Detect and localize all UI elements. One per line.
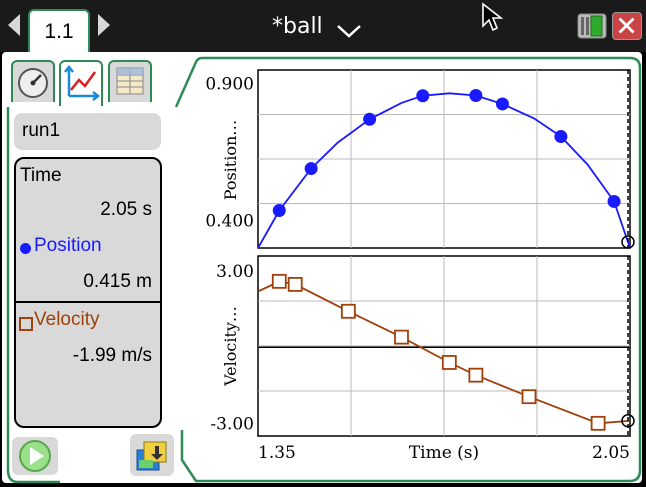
- y-tick-label: -3.00: [210, 414, 254, 434]
- velocity-series-line: [257, 280, 631, 425]
- top-bar: 1.1 *ball: [0, 0, 646, 52]
- velocity-value: -1.99 m/s: [72, 345, 152, 366]
- velocity-data-point[interactable]: [441, 355, 457, 370]
- position-data-point[interactable]: [272, 203, 286, 217]
- position-data-point[interactable]: [304, 162, 318, 176]
- velocity-data-point[interactable]: [468, 367, 484, 383]
- velocity-data-point[interactable]: [340, 303, 356, 319]
- position-data-point[interactable]: [416, 89, 430, 103]
- velocity-data-point[interactable]: [287, 276, 303, 292]
- position-data-point[interactable]: [607, 194, 621, 208]
- previous-page-arrow-icon[interactable]: [8, 14, 20, 36]
- velocity-data-point[interactable]: [521, 389, 537, 405]
- collection-setup-button[interactable]: [130, 434, 174, 476]
- document-title[interactable]: *ball: [272, 14, 323, 39]
- y-tick-label: 0.400: [205, 212, 254, 232]
- next-page-arrow-icon[interactable]: [98, 14, 110, 36]
- chevron-down-icon[interactable]: [336, 24, 362, 38]
- position-value: 0.415 m: [83, 271, 152, 292]
- position-plot[interactable]: 0.900 0.400 Position…: [205, 69, 635, 249]
- tab-table[interactable]: [108, 60, 152, 102]
- position-data-point[interactable]: [554, 130, 568, 144]
- y-axis-label: Velocity…: [221, 306, 240, 387]
- tab-graph[interactable]: [59, 60, 103, 106]
- x-axis-label: Time (s): [409, 443, 479, 463]
- close-button[interactable]: [612, 12, 642, 40]
- time-value: 2.05 s: [100, 199, 152, 220]
- y-axis-label: Position…: [221, 120, 240, 201]
- velocity-data-point[interactable]: [394, 329, 409, 345]
- y-tick-label: 3.00: [216, 262, 254, 282]
- cursor-marker[interactable]: [621, 414, 635, 428]
- divider: [16, 301, 160, 303]
- velocity-plot[interactable]: 3.00 -3.00 Velocity…: [210, 255, 635, 437]
- x-tick-label-max: 2.05: [592, 443, 630, 463]
- data-collection-icon: [136, 441, 167, 471]
- position-series-line: [257, 92, 631, 249]
- close-icon: [618, 17, 635, 34]
- position-data-point[interactable]: [495, 97, 509, 111]
- page-tab[interactable]: 1.1: [28, 9, 90, 52]
- y-tick-label: 0.900: [205, 75, 254, 95]
- x-tick-label-min: 1.35: [258, 443, 296, 463]
- cursor-marker[interactable]: [621, 235, 635, 249]
- tab-meter[interactable]: [11, 60, 55, 102]
- graph-icon: [64, 64, 101, 101]
- position-data-point[interactable]: [363, 112, 377, 126]
- battery-icon: [577, 13, 607, 39]
- gauge-icon: [18, 68, 48, 98]
- velocity-data-point[interactable]: [590, 415, 606, 431]
- table-icon: [116, 67, 144, 95]
- position-data-point[interactable]: [469, 88, 483, 102]
- velocity-data-point[interactable]: [271, 273, 287, 289]
- mouse-cursor-icon: [482, 2, 504, 32]
